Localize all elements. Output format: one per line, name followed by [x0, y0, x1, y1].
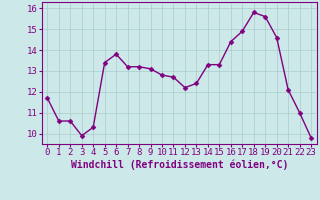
X-axis label: Windchill (Refroidissement éolien,°C): Windchill (Refroidissement éolien,°C)	[70, 160, 288, 170]
